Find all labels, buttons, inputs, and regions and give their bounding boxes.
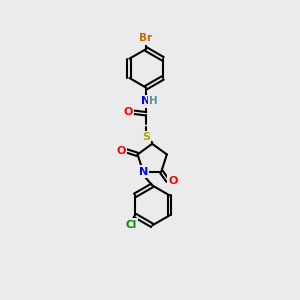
Text: Cl: Cl bbox=[125, 220, 136, 230]
Text: N: N bbox=[141, 96, 150, 106]
Text: N: N bbox=[139, 167, 148, 177]
Text: Br: Br bbox=[140, 33, 153, 43]
Text: S: S bbox=[142, 132, 150, 142]
Text: O: O bbox=[116, 146, 126, 156]
Text: H: H bbox=[148, 96, 158, 106]
Text: O: O bbox=[169, 176, 178, 186]
Text: O: O bbox=[124, 107, 133, 117]
